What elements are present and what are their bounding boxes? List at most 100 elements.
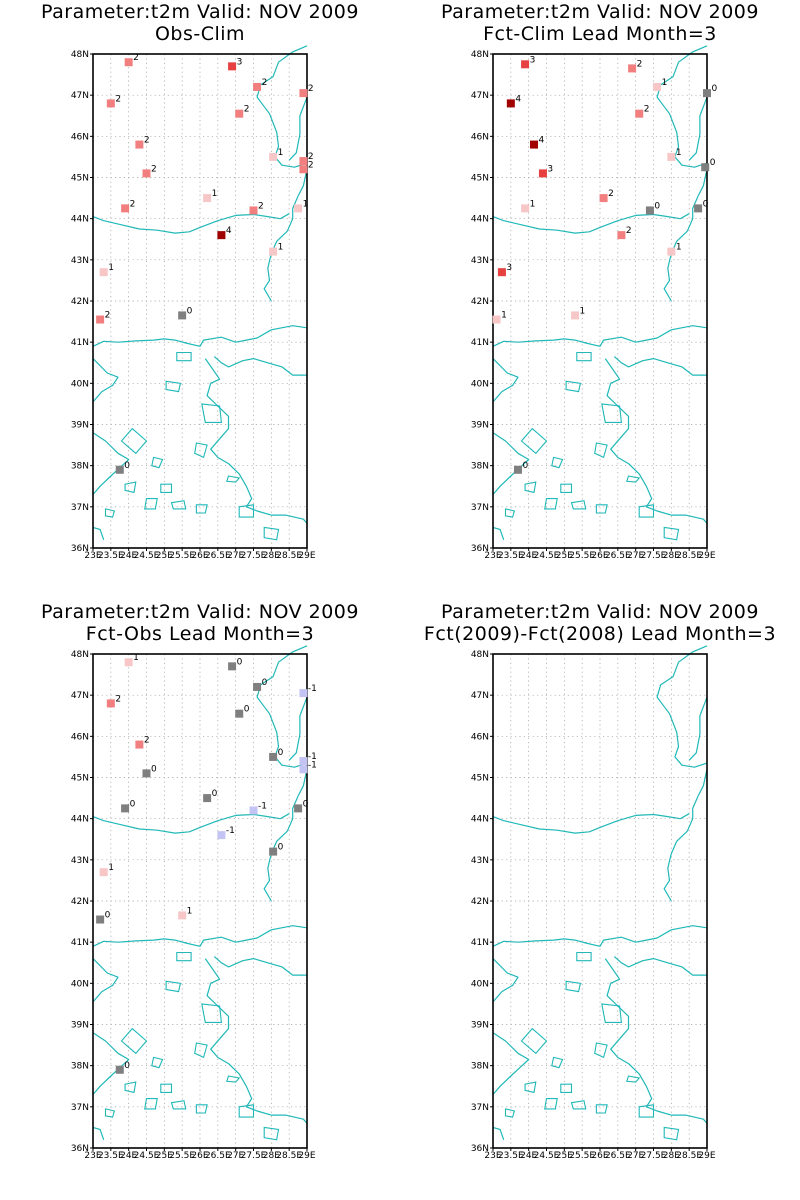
station-marker [203,794,212,803]
station-value-label: 0 [654,201,660,211]
panel-subtitle: Fct(2009)-Fct(2008) Lead Month=3 [423,623,777,645]
lon-tick-label: 23.5E [498,551,524,561]
lat-tick-label: 38N [471,462,489,472]
lon-tick-label: 28E [263,1151,280,1161]
lon-tick-label: 25.5E [569,1151,595,1161]
lon-tick-label: 27.5E [641,551,667,561]
island-outline [595,504,608,514]
axis-ticks: 48N47N46N45N44N43N42N41N40N39N38N37N36N2… [71,50,316,561]
map-panel-fct-diff: Parameter:t2m Valid: NOV 2009 Fct(2009)-… [400,600,800,1200]
axis-ticks: 48N47N46N45N44N43N42N41N40N39N38N37N36N2… [471,50,716,561]
map-panel-fct-obs: Parameter:t2m Valid: NOV 2009 Fct-Obs Le… [0,600,400,1200]
coastline [92,358,119,403]
coastline [213,956,307,976]
island-outline [638,1104,655,1118]
coastline [92,213,290,234]
lat-tick-label: 38N [71,462,89,472]
station-marker [294,204,303,213]
coastline [492,325,708,347]
axis-ticks: 48N47N46N45N44N43N42N41N40N39N38N37N36N2… [471,650,716,1161]
lon-tick-label: 24E [120,551,137,561]
station-value-label: 0 [710,158,716,168]
station-value-label: 1 [303,199,309,209]
coastline [492,526,505,540]
station-value-label: -1 [258,801,267,811]
station-marker [121,804,130,813]
lon-tick-label: 23.5E [98,551,124,561]
lat-tick-label: 48N [71,650,89,660]
lat-tick-label: 38N [471,1062,489,1072]
station-value-label: 1 [662,78,668,88]
station-marker [506,99,515,108]
lat-tick-label: 43N [471,856,489,866]
station-marker [667,152,676,161]
coastline [663,769,708,902]
panel-subtitle: Obs-Clim [154,23,246,45]
lon-tick-label: 26E [591,551,608,561]
island-outline [576,351,592,362]
station-value-label: 4 [539,136,545,146]
station-value-label: 0 [262,678,268,688]
station-value-label: -1 [308,752,317,762]
lat-tick-label: 39N [471,421,489,431]
island-outline [144,498,158,510]
lat-tick-label: 44N [471,215,489,225]
station-value-label: 1 [676,148,682,158]
island-outline [176,351,192,362]
island-outline [170,1100,187,1110]
station-value-label: 2 [308,160,314,170]
station-value-label: 0 [237,657,243,667]
island-outline [601,1003,623,1023]
coastline [204,958,308,1124]
coastline [92,526,105,540]
lat-tick-label: 45N [471,774,489,784]
station-marker [513,465,522,474]
coastline [663,169,708,302]
station-marker [667,247,676,256]
lon-tick-label: 27.5E [641,1151,667,1161]
station-marker [178,911,187,920]
lon-tick-label: 27E [227,1151,244,1161]
station-marker [99,868,108,877]
coastline [288,96,308,161]
island-outline [194,442,208,459]
island-outline [638,504,655,518]
station-marker [497,268,506,277]
lon-tick-label: 24.5E [534,1151,560,1161]
coastlines [92,645,308,1141]
station-marker [530,140,539,149]
station-marker [124,58,133,67]
coastline [92,958,119,1003]
panel-subtitle: Fct-Clim Lead Month=3 [483,23,717,45]
coastline [492,432,530,495]
station-marker [96,315,105,324]
coastline [92,1032,130,1095]
station-value-label: 3 [506,263,512,273]
lon-tick-label: 28.5E [276,1151,302,1161]
station-value-label: 2 [262,78,268,88]
panel-title: Parameter:t2m Valid: NOV 2009 [41,1,359,23]
island-outline [160,1083,173,1093]
stations: 3 2 1 0 4 2 4 1 0 3 2 1 0 0 2 1 3 1 1 0 [492,55,718,474]
station-value-label: 3 [237,57,243,67]
lat-tick-label: 41N [71,338,89,348]
station-value-label: 2 [115,94,121,104]
station-marker [269,752,278,761]
coastline [263,169,308,302]
station-marker [694,204,703,213]
island-outline [165,380,182,393]
station-marker [106,699,115,708]
lat-tick-label: 47N [471,691,489,701]
island-outline [565,380,582,393]
island-outline [544,498,558,510]
island-outline [626,475,641,483]
island-outline [151,456,164,469]
station-marker [299,165,308,174]
lon-tick-label: 25E [556,551,573,561]
coastline [263,769,308,902]
lat-tick-label: 45N [471,174,489,184]
island-outline [263,526,280,541]
lat-tick-label: 40N [471,979,489,989]
station-marker [299,89,308,98]
